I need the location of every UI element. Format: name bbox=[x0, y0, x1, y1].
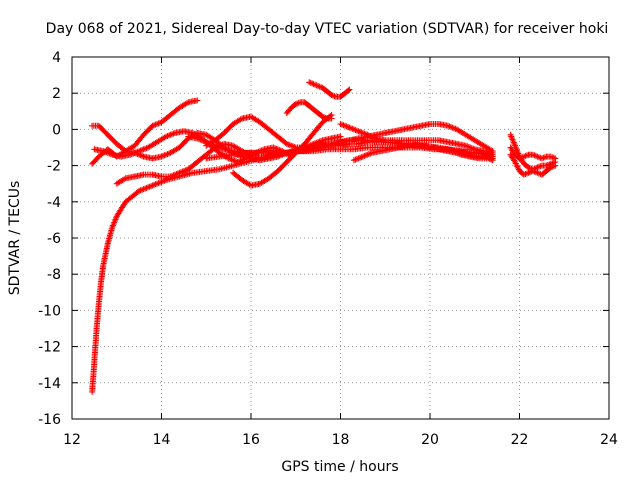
y-tick-label: -12 bbox=[38, 340, 61, 356]
chart-title: Day 068 of 2021, Sidereal Day-to-day VTE… bbox=[46, 21, 609, 37]
series-track-9 bbox=[230, 111, 335, 189]
data-point-markers bbox=[306, 79, 353, 100]
series-track-16 bbox=[507, 151, 559, 178]
y-tick-label: -8 bbox=[47, 267, 61, 283]
data-point-markers bbox=[507, 151, 559, 178]
data-point-markers bbox=[507, 144, 559, 162]
x-axis-tick-labels: 12 14 16 18 20 22 24 bbox=[63, 432, 618, 448]
data-point-markers bbox=[230, 111, 335, 189]
series-track-10 bbox=[283, 99, 335, 122]
x-tick-label: 24 bbox=[600, 432, 618, 448]
series-track-12 bbox=[337, 121, 496, 156]
y-tick-label: -14 bbox=[38, 376, 61, 392]
grid-lines bbox=[72, 57, 609, 419]
series-track-11 bbox=[306, 79, 353, 100]
x-axis-label: GPS time / hours bbox=[281, 459, 398, 475]
y-tick-label: -6 bbox=[47, 231, 61, 247]
y-tick-label: -16 bbox=[38, 412, 61, 428]
x-tick-label: 16 bbox=[242, 432, 260, 448]
x-tick-label: 20 bbox=[421, 432, 439, 448]
data-point-markers bbox=[283, 99, 335, 122]
axis-ticks bbox=[71, 56, 610, 420]
series-track-7 bbox=[203, 113, 326, 151]
data-point-markers bbox=[89, 137, 496, 395]
data-point-markers bbox=[350, 142, 496, 164]
y-axis-tick-labels: -16 -14 -12 -10 -8 -6 -4 -2 0 2 4 bbox=[38, 50, 61, 428]
y-tick-label: -2 bbox=[47, 159, 61, 175]
x-tick-label: 22 bbox=[511, 432, 529, 448]
series-track-1 bbox=[89, 137, 496, 395]
x-tick-label: 18 bbox=[332, 432, 350, 448]
data-point-markers bbox=[203, 113, 326, 151]
series-track-13 bbox=[350, 142, 496, 164]
x-tick-label: 12 bbox=[63, 432, 81, 448]
data-point-markers bbox=[337, 121, 496, 156]
y-tick-label: 4 bbox=[52, 50, 61, 66]
y-tick-label: 2 bbox=[52, 86, 61, 102]
x-tick-label: 14 bbox=[153, 432, 171, 448]
y-tick-label: -4 bbox=[47, 195, 61, 211]
y-tick-label: -10 bbox=[38, 303, 61, 319]
data-series bbox=[89, 79, 559, 395]
y-tick-label: 0 bbox=[52, 122, 61, 138]
y-axis-label: SDTVAR / TECUs bbox=[7, 181, 23, 296]
series-track-15 bbox=[507, 144, 559, 162]
